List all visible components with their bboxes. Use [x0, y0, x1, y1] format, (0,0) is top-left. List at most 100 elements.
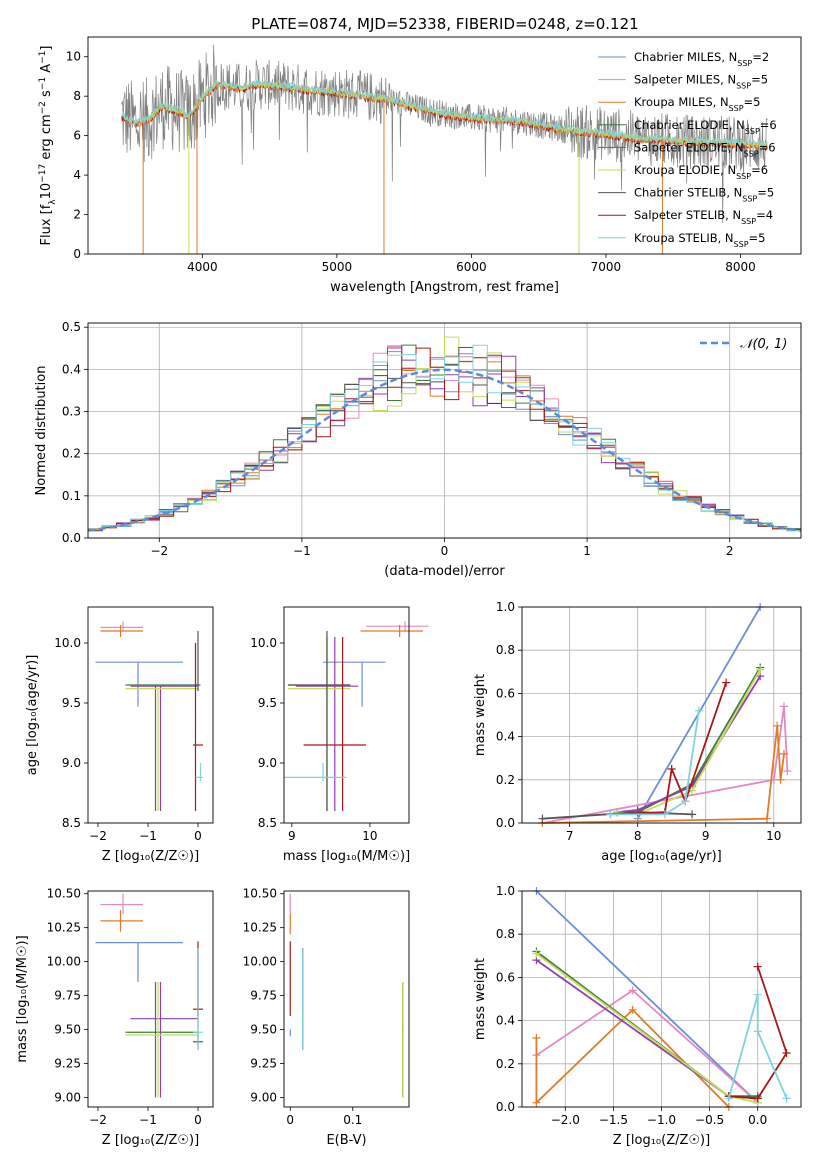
x-axis-label: E(B-V)	[326, 1133, 366, 1148]
weight-marker	[532, 1098, 541, 1107]
errorbars-age-vs-mass	[284, 621, 429, 811]
y-tick-label: 0	[73, 247, 81, 261]
weight-line	[610, 682, 727, 816]
weight-marker	[532, 949, 541, 958]
y-tick-label: 0.8	[496, 927, 515, 941]
x-tick-label: 0	[286, 1113, 294, 1127]
y-tick-label: 0.6	[496, 686, 515, 700]
y-tick-label: 10.25	[243, 921, 277, 935]
axes-weight-vs-age: 7 8 9 10 0.0 0.2 0.4 0.6 0.8 1.0	[496, 600, 801, 843]
y-tick-label: 9.25	[250, 1057, 277, 1071]
x-tick-label: 8	[634, 829, 642, 843]
x-axis-label: Z [log₁₀(Z/Z☉)]	[613, 1133, 710, 1148]
y-tick-label: 9.0	[62, 756, 81, 770]
axes-frame	[87, 36, 802, 255]
y-tick-label: 9.00	[54, 1090, 81, 1104]
errorbars-mass-vs-ebv	[289, 893, 404, 1098]
y-tick-label: 0.4	[496, 730, 515, 744]
y-tick-label: 0.4	[62, 362, 81, 376]
axes-frame	[283, 606, 410, 824]
axes-frame	[87, 890, 214, 1108]
legend-label: 𝒩(0, 1)	[740, 337, 787, 352]
weight-marker	[783, 767, 792, 776]
y-tick-label: 8	[73, 89, 81, 103]
legend-label: Chabrier STELIB, NSSP=5	[634, 186, 774, 204]
normal-curve	[88, 368, 801, 532]
y-axis-label: age [log₁₀(age/yr)]	[25, 655, 40, 776]
y-tick-label: 10.00	[47, 955, 81, 969]
weight-marker	[532, 1033, 541, 1042]
x-tick-label: 6000	[456, 260, 487, 274]
y-axis-label: mass weight	[473, 674, 488, 756]
weight-marker	[688, 810, 697, 819]
x-axis-label: (data-model)/error	[384, 564, 505, 579]
x-tick-label: −2.0	[551, 1113, 580, 1127]
weight-line	[728, 966, 788, 1100]
histogram-series	[88, 347, 801, 532]
y-tick-label: 0.6	[496, 970, 515, 984]
weight-marker	[694, 706, 703, 715]
histograms	[88, 336, 801, 533]
y-tick-label: 0.4	[496, 1014, 515, 1028]
x-tick-label: 0	[194, 1113, 202, 1127]
y-tick-label: 1.0	[496, 600, 515, 614]
y-tick-label: 0.2	[496, 773, 515, 787]
y-tick-label: 1.0	[496, 884, 515, 898]
y-tick-label: 0.8	[496, 643, 515, 657]
y-tick-label: 9.50	[250, 1023, 277, 1037]
weight-marker	[628, 986, 637, 995]
x-tick-label: 5000	[322, 260, 353, 274]
y-axis-label: mass [log₁₀(M/M☉)]	[15, 935, 30, 1062]
errorbars-mass-vs-Z	[95, 893, 203, 1098]
y-tick-label: 9.00	[250, 1090, 277, 1104]
errorbars-age-vs-Z	[95, 621, 203, 811]
histogram-series	[88, 336, 801, 533]
axes-residuals: −2 −1 0 1 2 0.0 0.1 0.2 0.3 0.4 0.5	[62, 320, 801, 558]
histogram-series	[88, 345, 801, 532]
weight-marker	[628, 1005, 637, 1014]
figure-title: PLATE=0874, MJD=52338, FIBERID=0248, z=0…	[251, 15, 638, 33]
y-axis-label: mass weight	[473, 958, 488, 1040]
weight-marker	[753, 1094, 762, 1103]
y-tick-label: 0.2	[62, 447, 81, 461]
y-tick-label: 0.3	[62, 405, 81, 419]
weight-marker	[606, 810, 615, 819]
x-tick-label: −1	[139, 829, 157, 843]
legend-label: Kroupa STELIB, NSSP=5	[634, 231, 765, 249]
weight-marker	[538, 814, 547, 823]
weights-weight-vs-Z	[532, 887, 791, 1111]
weight-marker	[779, 749, 788, 758]
legend-label: Salpeter STELIB, NSSP=4	[634, 208, 773, 226]
x-axis-label: Z [log₁₀(Z/Z☉)]	[102, 849, 199, 864]
x-tick-label: 7	[566, 829, 574, 843]
y-tick-label: 9.5	[258, 696, 277, 710]
y-tick-label: 0.1	[62, 489, 81, 503]
x-tick-label: 1	[583, 544, 591, 558]
weight-marker	[782, 1049, 791, 1057]
x-axis-label: mass [log₁₀(M/M☉)]	[283, 849, 410, 864]
y-tick-label: 10.25	[47, 921, 81, 935]
x-tick-label: −1	[139, 1113, 157, 1127]
legend-label: Chabrier MILES, NSSP=2	[634, 50, 769, 68]
axes-spectrum: 4000 5000 6000 7000 8000 0 2 4 6 8 10	[66, 50, 756, 274]
weight-line	[610, 710, 700, 816]
legend-label: Salpeter ELODIE, NSSP=6	[634, 140, 776, 158]
data-spectrum	[121, 44, 768, 223]
x-tick-label: −1.0	[647, 1113, 676, 1127]
x-tick-label: 7000	[591, 260, 622, 274]
weight-marker	[753, 1027, 762, 1036]
weight-marker	[782, 1094, 791, 1103]
y-axis-label: Flux [fλ10−17 erg cm−2 s−1 A−1]	[38, 46, 58, 246]
x-tick-label: −0.5	[695, 1113, 724, 1127]
weight-marker	[762, 814, 771, 823]
weights-weight-vs-age	[538, 603, 792, 827]
weight-line	[535, 1008, 730, 1108]
x-axis-label: age [log₁₀(age/yr)]	[601, 849, 722, 864]
weight-line	[535, 890, 759, 1104]
model-spectrum	[121, 79, 768, 149]
y-tick-label: 9.5	[62, 696, 81, 710]
axes-age-vs-Z: −2 −1 0 8.5 9.0 9.5 10.0	[54, 636, 202, 843]
y-tick-label: 10.50	[243, 887, 277, 901]
weight-marker	[722, 678, 731, 687]
spectrum-lines	[121, 44, 768, 254]
